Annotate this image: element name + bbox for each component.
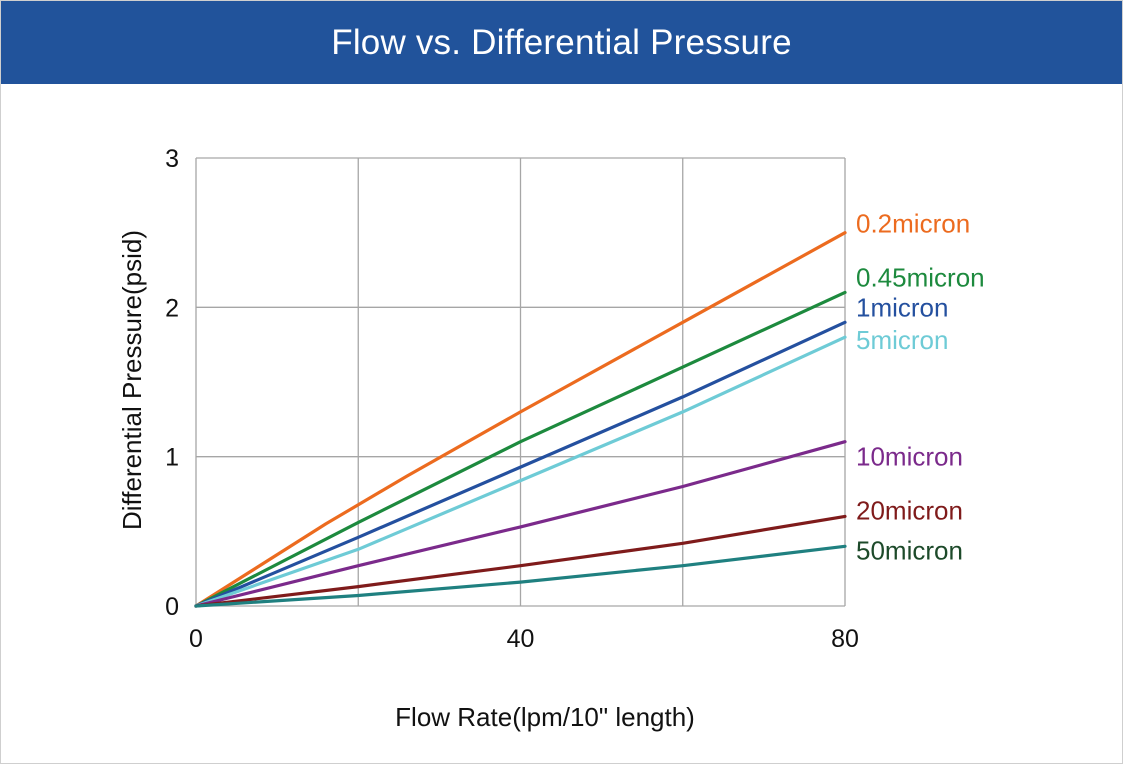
title-bar: Flow vs. Differential Pressure: [1, 1, 1122, 84]
y-tick-label-1: 1: [165, 444, 179, 472]
series-lines: [194, 231, 847, 608]
x-axis-label: Flow Rate(lpm/10" length): [395, 702, 695, 732]
series-line-50micron: [194, 544, 847, 608]
x-tick-label-80: 80: [831, 625, 859, 653]
series-line-10micron: [194, 440, 847, 608]
grid-lines: [195, 157, 846, 607]
y-tick-label-3: 3: [165, 145, 179, 173]
series-line-0.2micron: [194, 231, 847, 608]
series-label-0.45micron: 0.45micron: [856, 262, 985, 292]
y-tick-label-0: 0: [165, 593, 179, 621]
y-axis-label: Differential Pressure(psid): [117, 230, 147, 530]
series-line-1micron: [194, 320, 847, 608]
series-label-20micron: 20micron: [856, 495, 963, 525]
series-line-20micron: [194, 514, 847, 608]
series-label-0.2micron: 0.2micron: [856, 209, 970, 239]
x-tick-label-40: 40: [507, 625, 535, 653]
series-line-0.45micron: [194, 290, 847, 608]
series-line-5micron: [194, 335, 847, 608]
y-tick-label-2: 2: [165, 294, 179, 322]
series-label-5micron: 5micron: [856, 325, 948, 355]
series-label-1micron: 1micron: [856, 292, 948, 322]
x-tick-label-0: 0: [189, 625, 203, 653]
series-label-10micron: 10micron: [856, 442, 963, 472]
chart-title: Flow vs. Differential Pressure: [331, 23, 792, 62]
series-label-50micron: 50micron: [856, 536, 963, 566]
tick-labels: 0 40 80 0 1 2 3: [165, 145, 859, 653]
